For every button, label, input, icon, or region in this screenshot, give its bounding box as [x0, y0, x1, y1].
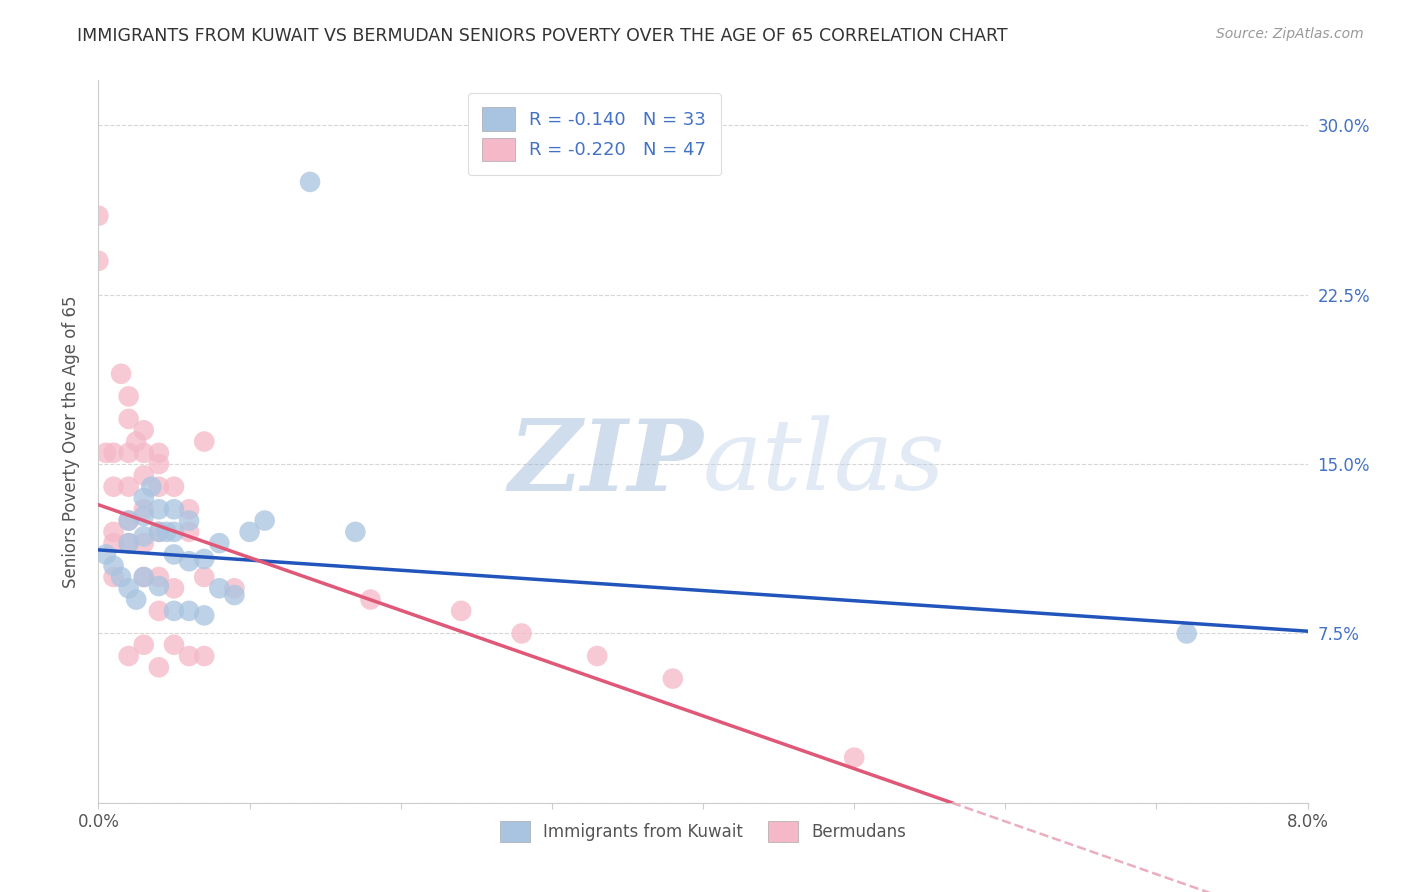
Point — [148, 579, 170, 593]
Point — [87, 253, 110, 268]
Point — [132, 570, 155, 584]
Point — [118, 536, 141, 550]
Point — [132, 446, 155, 460]
Point — [208, 582, 231, 596]
Point — [344, 524, 367, 539]
Point — [110, 570, 132, 584]
Point — [103, 524, 125, 539]
Point — [179, 524, 201, 539]
Point — [193, 434, 215, 449]
Point — [163, 548, 186, 562]
Point — [118, 389, 141, 403]
Point — [118, 514, 141, 528]
Point — [179, 648, 201, 663]
Point — [148, 457, 170, 471]
Point — [163, 604, 186, 618]
Point — [148, 604, 170, 618]
Point — [132, 423, 155, 437]
Point — [179, 604, 201, 618]
Text: IMMIGRANTS FROM KUWAIT VS BERMUDAN SENIORS POVERTY OVER THE AGE OF 65 CORRELATIO: IMMIGRANTS FROM KUWAIT VS BERMUDAN SENIO… — [77, 27, 1008, 45]
Y-axis label: Seniors Poverty Over the Age of 65: Seniors Poverty Over the Age of 65 — [62, 295, 80, 588]
Point — [132, 529, 155, 543]
Point — [1175, 626, 1198, 640]
Point — [844, 750, 866, 764]
Point — [103, 558, 125, 573]
Point — [586, 648, 609, 663]
Point — [118, 480, 141, 494]
Point — [110, 367, 132, 381]
Legend: Immigrants from Kuwait, Bermudans: Immigrants from Kuwait, Bermudans — [494, 814, 912, 848]
Point — [179, 514, 201, 528]
Point — [94, 548, 117, 562]
Point — [155, 524, 177, 539]
Point — [118, 582, 141, 596]
Point — [510, 626, 533, 640]
Point — [103, 446, 125, 460]
Point — [132, 509, 155, 524]
Point — [450, 604, 472, 618]
Point — [661, 672, 683, 686]
Point — [163, 502, 186, 516]
Point — [132, 468, 155, 483]
Point — [224, 588, 246, 602]
Point — [118, 514, 141, 528]
Point — [148, 660, 170, 674]
Text: Source: ZipAtlas.com: Source: ZipAtlas.com — [1216, 27, 1364, 41]
Point — [132, 491, 155, 505]
Point — [87, 209, 110, 223]
Point — [148, 502, 170, 516]
Point — [103, 536, 125, 550]
Point — [141, 480, 163, 494]
Point — [163, 524, 186, 539]
Point — [132, 638, 155, 652]
Text: atlas: atlas — [703, 416, 946, 511]
Point — [148, 524, 170, 539]
Point — [118, 446, 141, 460]
Point — [163, 582, 186, 596]
Point — [163, 638, 186, 652]
Point — [193, 552, 215, 566]
Text: ZIP: ZIP — [508, 415, 703, 511]
Point — [208, 536, 231, 550]
Point — [193, 648, 215, 663]
Point — [253, 514, 276, 528]
Point — [224, 582, 246, 596]
Point — [299, 175, 322, 189]
Point — [132, 536, 155, 550]
Point — [148, 480, 170, 494]
Point — [125, 434, 148, 449]
Point — [94, 446, 117, 460]
Point — [179, 502, 201, 516]
Point — [193, 570, 215, 584]
Point — [103, 570, 125, 584]
Point — [118, 648, 141, 663]
Point — [132, 570, 155, 584]
Point — [148, 446, 170, 460]
Point — [239, 524, 262, 539]
Point — [148, 524, 170, 539]
Point — [193, 608, 215, 623]
Point — [118, 536, 141, 550]
Point — [103, 480, 125, 494]
Point — [148, 570, 170, 584]
Point — [360, 592, 382, 607]
Point — [125, 592, 148, 607]
Point — [118, 412, 141, 426]
Point — [163, 480, 186, 494]
Point — [132, 502, 155, 516]
Point — [179, 554, 201, 568]
